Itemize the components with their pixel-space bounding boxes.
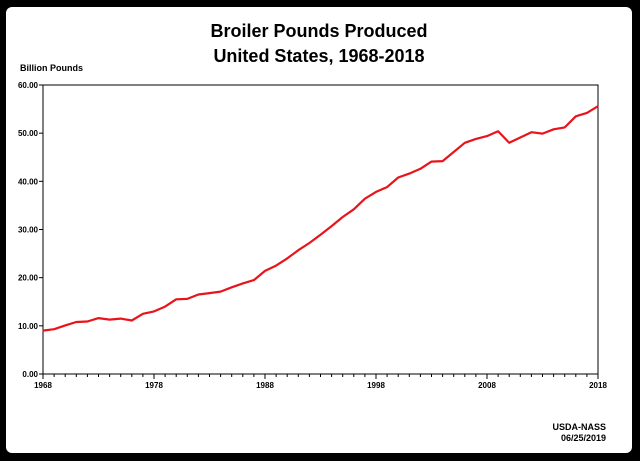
data-point (553, 128, 555, 130)
data-point (131, 319, 133, 322)
data-point (586, 112, 588, 114)
x-tick-label: 1998 (367, 381, 385, 390)
data-point (286, 257, 288, 259)
data-point (75, 321, 77, 323)
data-point (442, 160, 444, 162)
data-point (64, 324, 66, 326)
chart-subtitle: United States, 1968-2018 (213, 46, 425, 66)
data-point (175, 298, 177, 300)
data-point (530, 131, 533, 133)
data-point (242, 282, 244, 285)
data-point (519, 136, 521, 139)
data-point (597, 105, 599, 107)
x-tick-label: 2008 (478, 381, 496, 390)
data-point (364, 198, 366, 200)
data-point (109, 318, 111, 321)
y-tick-label: 30.00 (18, 226, 39, 235)
data-point (464, 142, 466, 144)
y-tick-label: 0.00 (22, 370, 38, 379)
data-point (408, 173, 410, 175)
data-point (120, 318, 122, 320)
data-point (453, 151, 455, 153)
data-point (42, 330, 44, 332)
y-tick-label: 10.00 (18, 322, 39, 331)
data-point (319, 234, 322, 236)
source-note: USDA-NASS 06/25/2019 (552, 422, 606, 444)
data-point (430, 160, 433, 163)
data-point (353, 208, 355, 210)
y-axis-label: Billion Pounds (20, 63, 83, 73)
series-line (42, 105, 599, 332)
data-point (564, 126, 566, 128)
y-tick-label: 60.00 (18, 81, 39, 90)
source-agency: USDA-NASS (552, 422, 606, 432)
data-point (86, 320, 88, 323)
x-tick-label: 1988 (256, 381, 274, 390)
data-point (331, 225, 333, 227)
x-tick-label: 2018 (589, 381, 607, 390)
line-chart: 0.00 10.00 20.00 30.00 40.00 50.00 60.00 1968 19… (18, 81, 607, 390)
data-point (475, 138, 477, 140)
data-point (208, 292, 211, 294)
data-point (186, 298, 188, 300)
data-point (197, 293, 199, 296)
y-tick-label: 50.00 (18, 129, 39, 138)
data-point (386, 186, 388, 188)
chart-title-block: Broiler Pounds Produced United States, 1… (6, 19, 632, 69)
data-point (220, 291, 222, 293)
y-tick-label: 40.00 (18, 177, 39, 186)
data-point (342, 216, 344, 218)
x-tick-label: 1978 (145, 381, 163, 390)
data-point (419, 168, 421, 170)
data-point (297, 249, 299, 251)
data-point (497, 130, 499, 132)
data-point (153, 310, 155, 312)
y-tick-label: 20.00 (18, 274, 39, 283)
data-point (264, 270, 266, 272)
data-point (142, 313, 144, 315)
data-point (375, 191, 377, 193)
data-point (275, 265, 277, 267)
data-point (53, 328, 55, 330)
data-point (397, 176, 399, 179)
data-point (575, 115, 577, 117)
data-point (508, 142, 510, 144)
x-tick-label: 1968 (34, 381, 52, 390)
data-point (164, 305, 166, 308)
data-point (486, 135, 488, 137)
chart-title: Broiler Pounds Produced (210, 21, 428, 41)
plot-border (42, 84, 599, 375)
data-point (541, 133, 544, 135)
data-point (253, 279, 255, 281)
source-date: 06/25/2019 (560, 433, 606, 443)
chart-frame: Broiler Pounds Produced United States, 1… (6, 7, 632, 453)
data-point (308, 242, 310, 244)
data-point (97, 317, 100, 319)
data-point (231, 286, 233, 288)
